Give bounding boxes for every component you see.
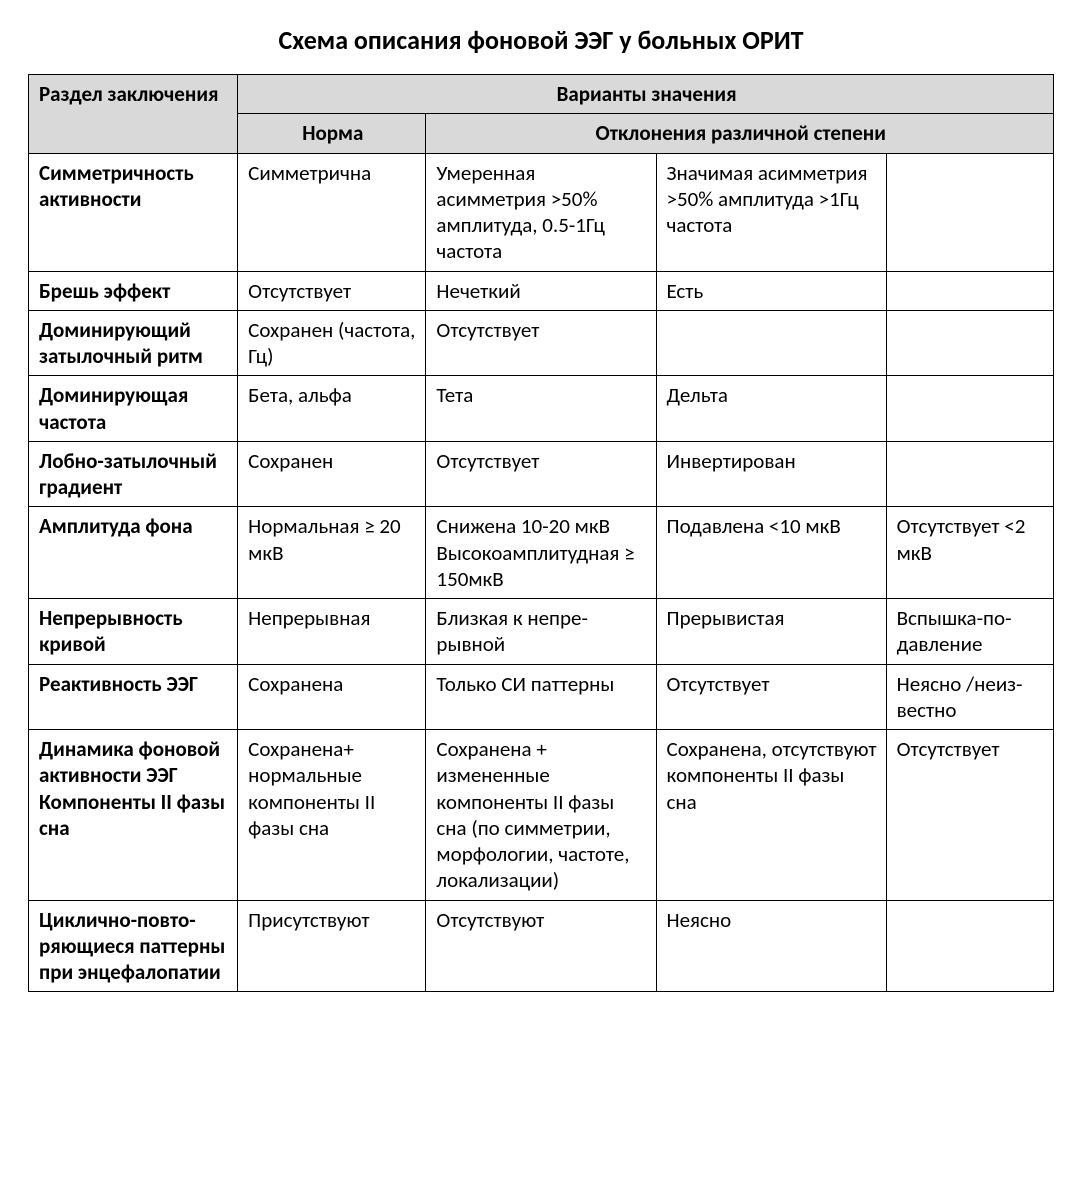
cell-value: Умеренная асимметрия >50% амплитуда, 0.5…	[426, 153, 656, 271]
cell-section: Лобно-затылоч­ный градиент	[29, 441, 238, 507]
cell-value: Отсутствует <2 мкВ	[886, 507, 1053, 599]
cell-value: Бета, альфа	[238, 376, 426, 442]
table-header-row-1: Раздел заключения Варианты значения	[29, 75, 1054, 114]
table-body: Симметричность активностиСимметричнаУмер…	[29, 153, 1054, 992]
cell-value	[886, 376, 1053, 442]
cell-section: Доминирующий затылочный ритм	[29, 310, 238, 376]
cell-value: Нормальная ≥ 20 мкВ	[238, 507, 426, 599]
table-row: Непрерывность кривойНепрерывнаяБлизкая к…	[29, 599, 1054, 665]
table-row: Циклично-повто­ряющиеся пат­терны при эн…	[29, 900, 1054, 992]
cell-value	[886, 441, 1053, 507]
cell-value: Есть	[656, 271, 886, 310]
cell-value	[886, 271, 1053, 310]
cell-section: Динамика фоно­вой активности ЭЭГ Компоне…	[29, 730, 238, 901]
table-row: Лобно-затылоч­ный градиентСохраненОтсутс…	[29, 441, 1054, 507]
cell-value: Отсутствует	[886, 730, 1053, 901]
cell-section: Амплитуда фона	[29, 507, 238, 599]
cell-value: Значимая асимметрия >50% амплитуда >1Гц …	[656, 153, 886, 271]
col-header-section: Раздел заключения	[29, 75, 238, 154]
cell-value: Сохранена + измененные компоненты II фаз…	[426, 730, 656, 901]
col-header-deviation: Отклонения различной степени	[426, 114, 1054, 153]
cell-section: Циклично-повто­ряющиеся пат­терны при эн…	[29, 900, 238, 992]
cell-value: Сохранен	[238, 441, 426, 507]
cell-value: Нечеткий	[426, 271, 656, 310]
table-row: Симметричность активностиСимметричнаУмер…	[29, 153, 1054, 271]
table-row: Реактивность ЭЭГСохраненаТолько СИ патте…	[29, 664, 1054, 730]
table-row: Брешь эффектОтсутствуетНечеткийЕсть	[29, 271, 1054, 310]
page-title: Схема описания фоновой ЭЭГ у больных ОРИ…	[28, 24, 1054, 56]
cell-value: Неясно /неиз­вестно	[886, 664, 1053, 730]
cell-value: Подавлена <10 мкВ	[656, 507, 886, 599]
cell-value: Тета	[426, 376, 656, 442]
table-head: Раздел заключения Варианты значения Норм…	[29, 75, 1054, 154]
cell-value: Сохранена	[238, 664, 426, 730]
cell-value	[886, 153, 1053, 271]
cell-value: Отсутствует	[238, 271, 426, 310]
cell-value: Непрерывная	[238, 599, 426, 665]
cell-value: Отсутствует	[426, 441, 656, 507]
page: Схема описания фоновой ЭЭГ у больных ОРИ…	[0, 0, 1082, 1032]
cell-value	[656, 310, 886, 376]
cell-value: Неясно	[656, 900, 886, 992]
cell-value	[886, 900, 1053, 992]
table-row: Динамика фоно­вой активности ЭЭГ Компоне…	[29, 730, 1054, 901]
table-row: Доминирующая частотаБета, альфаТетаДельт…	[29, 376, 1054, 442]
cell-section: Доминирующая частота	[29, 376, 238, 442]
cell-value: Сохранена+ нормальные компоненты II фазы…	[238, 730, 426, 901]
cell-value: Дельта	[656, 376, 886, 442]
cell-section: Симметричность активности	[29, 153, 238, 271]
cell-value: Вспышка-по­давление	[886, 599, 1053, 665]
col-header-values: Варианты значения	[238, 75, 1054, 114]
cell-value: Отсутствуют	[426, 900, 656, 992]
cell-section: Реактивность ЭЭГ	[29, 664, 238, 730]
cell-value: Снижена 10-20 мкВ Высокоамплитуд­ная ≥ 1…	[426, 507, 656, 599]
cell-value	[886, 310, 1053, 376]
col-header-norm: Норма	[238, 114, 426, 153]
cell-value: Только СИ паттерны	[426, 664, 656, 730]
table-row: Амплитуда фонаНормальная ≥ 20 мкВСнижена…	[29, 507, 1054, 599]
eeg-table: Раздел заключения Варианты значения Норм…	[28, 74, 1054, 992]
cell-value: Отсутствует	[426, 310, 656, 376]
cell-value: Сохранена, отсутствуют ком­поненты II фа…	[656, 730, 886, 901]
cell-value: Близкая к непре­рывной	[426, 599, 656, 665]
cell-value: Симметрична	[238, 153, 426, 271]
cell-value: Отсутствует	[656, 664, 886, 730]
cell-value: Прерывистая	[656, 599, 886, 665]
cell-value: Инвертирован	[656, 441, 886, 507]
table-row: Доминирующий затылочный ритмСохранен (ча…	[29, 310, 1054, 376]
cell-value: Присутствуют	[238, 900, 426, 992]
cell-section: Непрерывность кривой	[29, 599, 238, 665]
cell-section: Брешь эффект	[29, 271, 238, 310]
cell-value: Сохранен (частота, Гц)	[238, 310, 426, 376]
